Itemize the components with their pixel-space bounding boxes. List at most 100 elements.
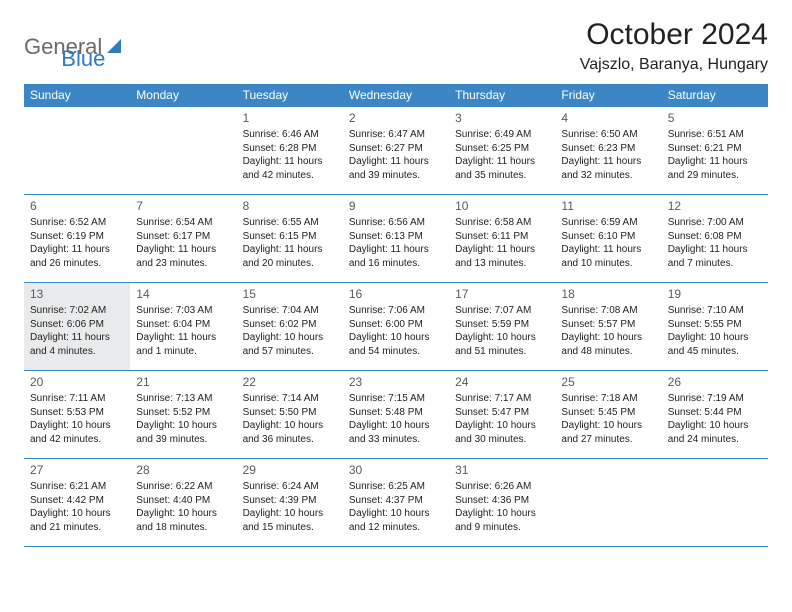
weekday-header: Sunday <box>24 84 130 107</box>
sunset-line: Sunset: 5:59 PM <box>455 318 549 332</box>
day-number: 8 <box>243 198 337 214</box>
sunset-line: Sunset: 6:15 PM <box>243 230 337 244</box>
sunset-line: Sunset: 4:39 PM <box>243 494 337 508</box>
sunset-line: Sunset: 6:13 PM <box>349 230 443 244</box>
sunset-line: Sunset: 6:19 PM <box>30 230 124 244</box>
weekday-header: Wednesday <box>343 84 449 107</box>
calendar-cell: 11 Sunrise: 6:59 AMSunset: 6:10 PMDayligh… <box>555 195 661 283</box>
sunrise-line: Sunrise: 6:46 AM <box>243 128 337 142</box>
daylight-line: Daylight: 10 hours and 39 minutes. <box>136 419 230 446</box>
daylight-line: Daylight: 10 hours and 24 minutes. <box>668 419 762 446</box>
day-number: 10 <box>455 198 549 214</box>
daylight-line: Daylight: 11 hours and 4 minutes. <box>30 331 124 358</box>
calendar-cell: 6Sunrise: 6:52 AMSunset: 6:19 PMDaylight… <box>24 195 130 283</box>
daylight-line: Daylight: 11 hours and 35 minutes. <box>455 155 549 182</box>
sunset-line: Sunset: 6:10 PM <box>561 230 655 244</box>
daylight-line: Daylight: 10 hours and 51 minutes. <box>455 331 549 358</box>
daylight-line: Daylight: 10 hours and 54 minutes. <box>349 331 443 358</box>
sunrise-line: Sunrise: 7:18 AM <box>561 392 655 406</box>
sunrise-line: Sunrise: 6:55 AM <box>243 216 337 230</box>
daylight-line: Daylight: 10 hours and 15 minutes. <box>243 507 337 534</box>
calendar-cell: 24Sunrise: 7:17 AMSunset: 5:47 PMDayligh… <box>449 371 555 459</box>
sunset-line: Sunset: 6:17 PM <box>136 230 230 244</box>
day-number: 21 <box>136 374 230 390</box>
sunrise-line: Sunrise: 7:17 AM <box>455 392 549 406</box>
sunrise-line: Sunrise: 7:10 AM <box>668 304 762 318</box>
calendar-table: SundayMondayTuesdayWednesdayThursdayFrid… <box>24 84 768 547</box>
sunset-line: Sunset: 4:42 PM <box>30 494 124 508</box>
sunrise-line: Sunrise: 7:15 AM <box>349 392 443 406</box>
daylight-line: Daylight: 10 hours and 42 minutes. <box>30 419 124 446</box>
calendar-cell: 12Sunrise: 7:00 AMSunset: 6:08 PMDayligh… <box>662 195 768 283</box>
sunset-line: Sunset: 6:27 PM <box>349 142 443 156</box>
day-number: 7 <box>136 198 230 214</box>
day-number: 25 <box>561 374 655 390</box>
day-number: 4 <box>561 110 655 126</box>
daylight-line: Daylight: 10 hours and 9 minutes. <box>455 507 549 534</box>
daylight-line: Daylight: 10 hours and 48 minutes. <box>561 331 655 358</box>
logo: General Blue <box>24 22 105 72</box>
calendar-cell: 8Sunrise: 6:55 AMSunset: 6:15 PMDaylight… <box>237 195 343 283</box>
daylight-line: Daylight: 11 hours and 26 minutes. <box>30 243 124 270</box>
calendar-cell: 10Sunrise: 6:58 AMSunset: 6:11 PMDayligh… <box>449 195 555 283</box>
sunrise-line: Sunrise: 6:22 AM <box>136 480 230 494</box>
sunset-line: Sunset: 6:21 PM <box>668 142 762 156</box>
calendar-week-row: 6Sunrise: 6:52 AMSunset: 6:19 PMDaylight… <box>24 195 768 283</box>
calendar-cell: 5Sunrise: 6:51 AMSunset: 6:21 PMDaylight… <box>662 107 768 195</box>
calendar-cell: 13Sunrise: 7:02 AMSunset: 6:06 PMDayligh… <box>24 283 130 371</box>
sunrise-line: Sunrise: 6:25 AM <box>349 480 443 494</box>
weekday-header: Saturday <box>662 84 768 107</box>
sunrise-line: Sunrise: 6:56 AM <box>349 216 443 230</box>
weekday-header-row: SundayMondayTuesdayWednesdayThursdayFrid… <box>24 84 768 107</box>
sunset-line: Sunset: 5:55 PM <box>668 318 762 332</box>
calendar-cell: 18Sunrise: 7:08 AMSunset: 5:57 PMDayligh… <box>555 283 661 371</box>
sunrise-line: Sunrise: 7:00 AM <box>668 216 762 230</box>
sunrise-line: Sunrise: 6:24 AM <box>243 480 337 494</box>
day-number: 28 <box>136 462 230 478</box>
daylight-line: Daylight: 10 hours and 57 minutes. <box>243 331 337 358</box>
day-number: 22 <box>243 374 337 390</box>
day-number: 29 <box>243 462 337 478</box>
day-number: 26 <box>668 374 762 390</box>
sunrise-line: Sunrise: 7:02 AM <box>30 304 124 318</box>
sunrise-line: Sunrise: 6:58 AM <box>455 216 549 230</box>
calendar-cell <box>555 459 661 547</box>
sunset-line: Sunset: 4:37 PM <box>349 494 443 508</box>
daylight-line: Daylight: 10 hours and 36 minutes. <box>243 419 337 446</box>
calendar-cell: 2Sunrise: 6:47 AMSunset: 6:27 PMDaylight… <box>343 107 449 195</box>
calendar-week-row: 20Sunrise: 7:11 AMSunset: 5:53 PMDayligh… <box>24 371 768 459</box>
calendar-cell: 22Sunrise: 7:14 AMSunset: 5:50 PMDayligh… <box>237 371 343 459</box>
day-number: 3 <box>455 110 549 126</box>
daylight-line: Daylight: 11 hours and 10 minutes. <box>561 243 655 270</box>
calendar-cell: 4Sunrise: 6:50 AMSunset: 6:23 PMDaylight… <box>555 107 661 195</box>
calendar-cell <box>130 107 236 195</box>
day-number: 11 <box>561 198 655 214</box>
title-block: October 2024 Vajszlo, Baranya, Hungary <box>580 18 768 74</box>
calendar-cell: 28Sunrise: 6:22 AMSunset: 4:40 PMDayligh… <box>130 459 236 547</box>
daylight-line: Daylight: 11 hours and 16 minutes. <box>349 243 443 270</box>
sunset-line: Sunset: 6:23 PM <box>561 142 655 156</box>
sunrise-line: Sunrise: 7:19 AM <box>668 392 762 406</box>
calendar-week-row: 27Sunrise: 6:21 AMSunset: 4:42 PMDayligh… <box>24 459 768 547</box>
day-number: 9 <box>349 198 443 214</box>
daylight-line: Daylight: 10 hours and 21 minutes. <box>30 507 124 534</box>
daylight-line: Daylight: 11 hours and 29 minutes. <box>668 155 762 182</box>
calendar-cell: 23 Sunrise: 7:15 AMSunset: 5:48 PMDayligh… <box>343 371 449 459</box>
daylight-line: Daylight: 11 hours and 7 minutes. <box>668 243 762 270</box>
calendar-cell: 17Sunrise: 7:07 AMSunset: 5:59 PMDayligh… <box>449 283 555 371</box>
calendar-cell: 9 Sunrise: 6:56 AMSunset: 6:13 PMDaylight… <box>343 195 449 283</box>
daylight-line: Daylight: 10 hours and 12 minutes. <box>349 507 443 534</box>
day-number: 27 <box>30 462 124 478</box>
calendar-cell <box>24 107 130 195</box>
daylight-line: Daylight: 10 hours and 33 minutes. <box>349 419 443 446</box>
calendar-cell: 15Sunrise: 7:04 AMSunset: 6:02 PMDayligh… <box>237 283 343 371</box>
daylight-line: Daylight: 11 hours and 13 minutes. <box>455 243 549 270</box>
sunset-line: Sunset: 5:48 PM <box>349 406 443 420</box>
sunrise-line: Sunrise: 6:59 AM <box>561 216 655 230</box>
sunrise-line: Sunrise: 7:14 AM <box>243 392 337 406</box>
day-number: 14 <box>136 286 230 302</box>
day-number: 17 <box>455 286 549 302</box>
sunrise-line: Sunrise: 7:03 AM <box>136 304 230 318</box>
day-number: 2 <box>349 110 443 126</box>
day-number: 23 <box>349 374 443 390</box>
